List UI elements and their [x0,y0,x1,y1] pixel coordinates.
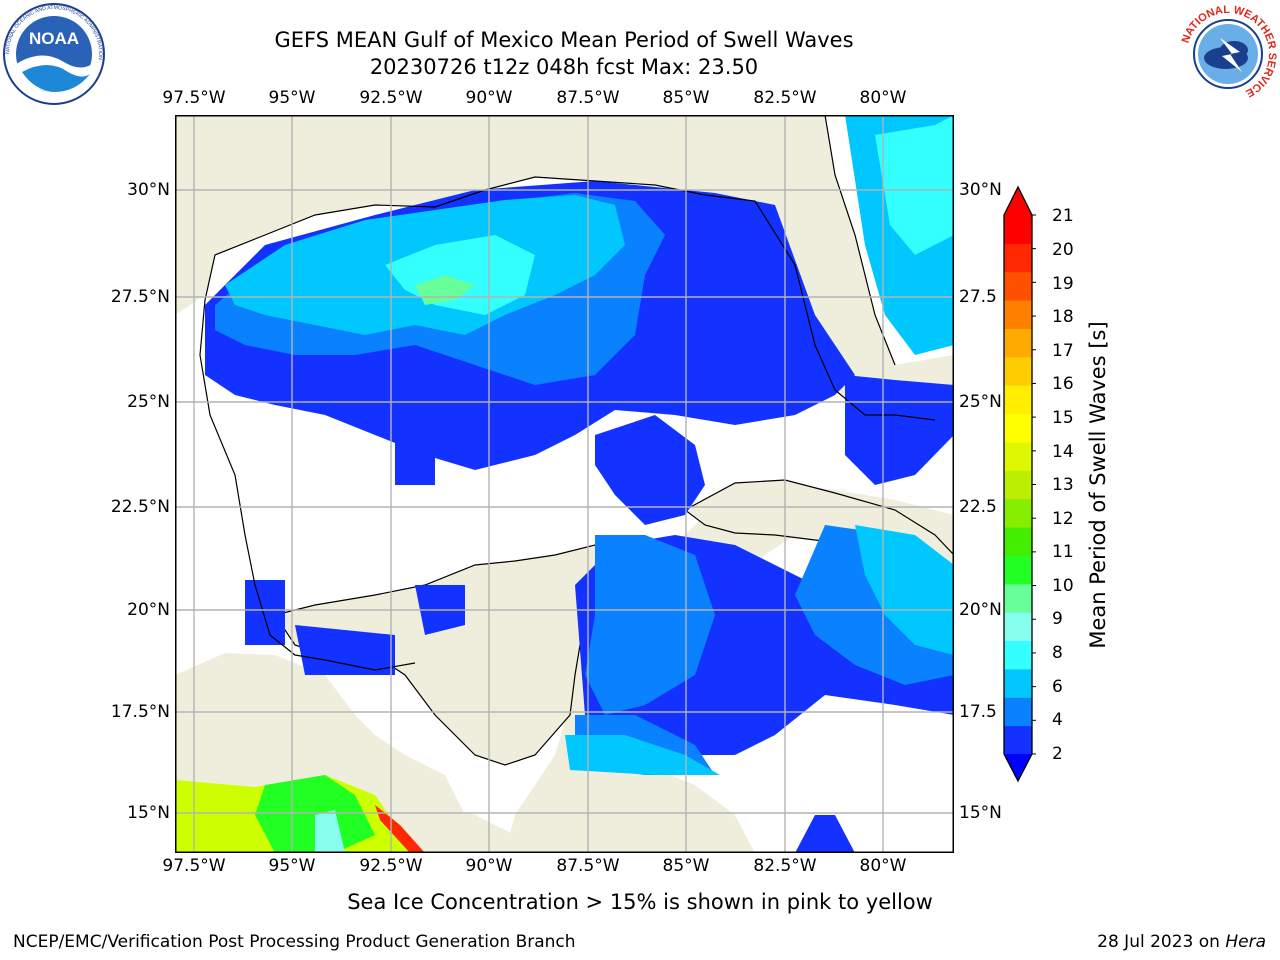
colorbar-tick: 16 [1052,374,1074,394]
colorbar-title: Mean Period of Swell Waves [s] [1086,321,1110,649]
lon-tick-top: 82.5°W [753,88,817,108]
colorbar-segment [1004,527,1032,556]
colorbar-under-arrow [1004,754,1032,781]
colorbar-segment [1004,271,1032,301]
colorbar-tick: 12 [1052,509,1074,529]
lat-tick-right: 25°N [959,392,1002,412]
colorbar-segment [1004,555,1032,585]
lat-tick-left: 15°N [127,803,170,823]
map-gridlines [175,115,954,853]
lon-tick-bottom: 80°W [859,856,907,876]
colorbar-tick: 15 [1052,408,1074,428]
colorbar-tick: 17 [1052,341,1074,361]
colorbar-tick: 13 [1052,475,1074,495]
map-frame [175,115,954,853]
lon-tick-bottom: 90°W [465,856,513,876]
colorbar-segment [1004,725,1032,755]
lat-tick-right: 15°N [959,803,1002,823]
lat-tick-right: 27.5 [959,287,997,307]
lat-tick-right: 22.5 [959,497,997,517]
chart-subtitle: 20230726 t12z 048h fcst Max: 23.50 [369,55,759,79]
footer-organization: NCEP/EMC/Verification Post Processing Pr… [13,932,576,952]
map-plot [175,115,954,853]
footer-date: 28 Jul 2023 on Hera [1097,932,1266,952]
colorbar-tick: 21 [1052,206,1074,226]
lat-tick-left: 25°N [127,392,170,412]
lon-tick-top: 85°W [662,88,710,108]
colorbar-segment [1004,668,1032,698]
lat-tick-right: 20°N [959,600,1002,620]
lon-tick-bottom: 95°W [268,856,316,876]
caption: Sea Ice Concentration > 15% is shown in … [347,890,933,914]
noaa-logo-text: NOAA [29,29,79,48]
colorbar-tick: 2 [1052,744,1063,764]
colorbar-segment [1004,413,1032,443]
colorbar-tick: 4 [1052,710,1063,730]
colorbar-tick: 14 [1052,442,1074,462]
lon-tick-bottom: 97.5°W [162,856,226,876]
lon-tick-top: 97.5°W [162,88,226,108]
footer-host: Hera [1225,932,1266,952]
colorbar-tick: 18 [1052,307,1074,327]
lon-tick-top: 80°W [859,88,907,108]
colorbar-segment [1004,441,1032,471]
colorbar-tick: 10 [1052,576,1074,596]
colorbar-segment [1004,243,1032,273]
colorbar-tick: 11 [1052,542,1074,562]
colorbar-segment [1004,385,1032,415]
lat-tick-left: 20°N [127,600,170,620]
lat-tick-right: 17.5 [959,702,997,722]
noaa-logo: NOAA NATIONAL OCEANIC AND ATMOSPHERIC AD… [3,3,105,105]
colorbar-segment [1004,640,1032,670]
colorbar [1003,185,1036,783]
colorbar-segment [1004,612,1032,642]
colorbar-over-arrow [1004,187,1032,215]
lon-tick-bottom: 92.5°W [359,856,423,876]
colorbar-tick: 6 [1052,677,1063,697]
colorbar-segment [1004,356,1032,386]
lon-tick-top: 87.5°W [556,88,620,108]
colorbar-segment [1004,300,1032,329]
colorbar-segment [1004,328,1032,358]
lon-tick-top: 95°W [268,88,316,108]
lon-tick-top: 92.5°W [359,88,423,108]
colorbar-tick: 19 [1052,274,1074,294]
nws-logo: NATIONAL WEATHER SERVICE [1180,4,1278,102]
lat-tick-left: 30°N [127,180,170,200]
colorbar-tick: 8 [1052,643,1063,663]
lat-tick-left: 22.5°N [110,497,170,517]
lon-tick-bottom: 85°W [662,856,710,876]
colorbar-tick: 20 [1052,240,1074,260]
lon-tick-bottom: 82.5°W [753,856,817,876]
colorbar-segment [1004,583,1032,613]
coastline [204,176,936,421]
lat-tick-left: 27.5°N [110,287,170,307]
lon-tick-bottom: 87.5°W [556,856,620,876]
footer-date-text: 28 Jul 2023 on [1097,932,1226,952]
chart-title: GEFS MEAN Gulf of Mexico Mean Period of … [274,28,854,52]
lat-tick-left: 17.5°N [110,702,170,722]
colorbar-segment [1004,215,1032,244]
colorbar-segment [1004,470,1032,500]
lat-tick-right: 30°N [959,180,1002,200]
colorbar-tick: 9 [1052,609,1063,629]
lon-tick-top: 90°W [465,88,513,108]
colorbar-segment [1004,697,1032,727]
colorbar-segment [1004,498,1032,528]
